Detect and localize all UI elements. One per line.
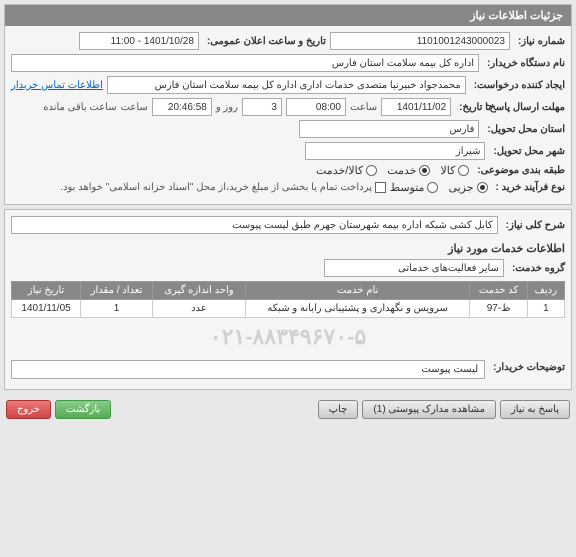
th-5: تاریخ نیاز bbox=[12, 282, 81, 300]
th-1: کد خدمت bbox=[470, 282, 527, 300]
deadline-label1: مهلت ارسال پاسخ: bbox=[495, 102, 565, 113]
category-label: طبقه بندی موضوعی: bbox=[473, 165, 565, 176]
th-2: نام خدمت bbox=[245, 282, 470, 300]
treasury-checkbox-label: پرداخت تمام یا بخشی از مبلغ خرید،از محل … bbox=[60, 182, 372, 193]
row-province: استان محل تحویل: فارس bbox=[11, 120, 565, 138]
description-panel: شرح کلی نیاز: کابل کشی شبکه اداره بیمه ش… bbox=[4, 209, 572, 390]
td-1: ط-97 bbox=[470, 300, 527, 318]
purchase-type-radio-group: جزیی متوسط bbox=[390, 181, 488, 194]
deadline-day-label: روز و bbox=[216, 102, 238, 113]
description-body: شرح کلی نیاز: کابل کشی شبکه اداره بیمه ش… bbox=[5, 210, 571, 389]
exit-button[interactable]: خروج bbox=[6, 400, 51, 419]
radio-icon bbox=[366, 165, 377, 176]
radio-icon bbox=[477, 182, 488, 193]
deadline-time2: 20:46:58 bbox=[152, 98, 212, 116]
button-bar: پاسخ به نیاز مشاهده مدارک پیوستی (1) چاپ… bbox=[0, 394, 576, 425]
row-service-group: گروه خدمت: سایر فعالیت‌های خدماتی bbox=[11, 259, 565, 277]
announce-date-value: 1401/10/28 - 11:00 bbox=[79, 32, 199, 50]
category-radio-group: کالا خدمت کالا/خدمت bbox=[316, 164, 469, 177]
td-3: عدد bbox=[153, 300, 246, 318]
attachments-button[interactable]: مشاهده مدارک پیوستی (1) bbox=[362, 400, 496, 419]
panel-body: شماره نیاز: 1101001243000023 تاریخ و ساع… bbox=[5, 26, 571, 204]
panel-title: جزئیات اطلاعات نیاز bbox=[5, 5, 571, 26]
exit-button-label: خروج bbox=[17, 404, 40, 415]
deadline-remain-label: ساعت باقی مانده bbox=[43, 102, 116, 113]
city-value: شیراز bbox=[305, 142, 485, 160]
buyer-org-label: نام دستگاه خریدار: bbox=[483, 58, 565, 69]
remarks-value: لیست پیوست bbox=[11, 360, 485, 379]
need-no-value: 1101001243000023 bbox=[330, 32, 510, 50]
buyer-org-value: اداره کل بیمه سلامت استان فارس bbox=[11, 54, 479, 72]
radio-icon bbox=[427, 182, 438, 193]
desc-title-value: کابل کشی شبکه اداره بیمه شهرستان جهرم طب… bbox=[11, 216, 498, 234]
category-option-1-label: خدمت bbox=[387, 164, 416, 177]
row-desc-title: شرح کلی نیاز: کابل کشی شبکه اداره بیمه ش… bbox=[11, 216, 565, 234]
row-city: شهر محل تحویل: شیراز bbox=[11, 142, 565, 160]
announce-date-label: تاریخ و ساعت اعلان عمومی: bbox=[203, 36, 326, 47]
table-row: 1 ط-97 سرویس و نگهداری و پشتیبانی رایانه… bbox=[12, 300, 565, 318]
reply-button[interactable]: پاسخ به نیاز bbox=[500, 400, 570, 419]
reply-button-label: پاسخ به نیاز bbox=[511, 404, 559, 415]
td-0: 1 bbox=[527, 300, 564, 318]
requester-value: محمدجواد خبیرنیا متصدی خدمات اداری اداره… bbox=[107, 76, 466, 94]
th-0: ردیف bbox=[527, 282, 564, 300]
radio-icon bbox=[419, 165, 430, 176]
deadline-days: 3 bbox=[242, 98, 282, 116]
category-option-2-label: کالا/خدمت bbox=[316, 164, 363, 177]
category-option-1[interactable]: خدمت bbox=[387, 164, 430, 177]
td-5: 1401/11/05 bbox=[12, 300, 81, 318]
purchase-type-option-1-label: متوسط bbox=[390, 181, 425, 194]
row-buyer-org: نام دستگاه خریدار: اداره کل بیمه سلامت ا… bbox=[11, 54, 565, 72]
print-button-label: چاپ bbox=[329, 404, 348, 415]
checkbox-icon bbox=[375, 182, 386, 193]
purchase-type-option-1[interactable]: متوسط bbox=[390, 181, 439, 194]
deadline-time2-label: ساعت bbox=[121, 102, 148, 113]
purchase-type-option-0[interactable]: جزیی bbox=[448, 181, 487, 194]
remarks-label: توضیحات خریدار: bbox=[489, 362, 565, 373]
back-button[interactable]: بازگشت bbox=[55, 400, 111, 419]
details-panel: جزئیات اطلاعات نیاز شماره نیاز: 11010012… bbox=[4, 4, 572, 205]
th-4: تعداد / مقدار bbox=[81, 282, 153, 300]
back-button-label: بازگشت bbox=[66, 404, 100, 415]
province-value: فارس bbox=[299, 120, 479, 138]
category-option-0-label: کالا bbox=[440, 164, 455, 177]
print-button[interactable]: چاپ bbox=[318, 400, 359, 419]
row-requester: ایجاد کننده درخواست: محمدجواد خبیرنیا مت… bbox=[11, 76, 565, 94]
service-group-value: سایر فعالیت‌های خدماتی bbox=[324, 259, 504, 277]
category-option-0[interactable]: کالا bbox=[440, 164, 469, 177]
treasury-checkbox[interactable]: پرداخت تمام یا بخشی از مبلغ خرید،از محل … bbox=[60, 182, 386, 193]
purchase-type-option-0-label: جزیی bbox=[448, 181, 473, 194]
province-label: استان محل تحویل: bbox=[483, 124, 565, 135]
requester-label: ایجاد کننده درخواست: bbox=[470, 80, 565, 91]
row-category: طبقه بندی موضوعی: کالا خدمت کالا/خدمت bbox=[11, 164, 565, 177]
th-3: واحد اندازه گیری bbox=[153, 282, 246, 300]
td-4: 1 bbox=[81, 300, 153, 318]
deadline-date: 1401/11/02 bbox=[381, 98, 451, 116]
watermark-phone: ۰۲۱-۸۸۳۴۹۶۷۰-۵ bbox=[11, 318, 565, 356]
deadline-time-label: ساعت bbox=[350, 102, 377, 113]
category-option-2[interactable]: کالا/خدمت bbox=[316, 164, 377, 177]
row-deadline: مهلت ارسال پاسخ: تا تاریخ: 1401/11/02 سا… bbox=[11, 98, 565, 116]
attachments-button-label: مشاهده مدارک پیوستی (1) bbox=[373, 404, 485, 415]
td-2: سرویس و نگهداری و پشتیبانی رایانه و شبکه bbox=[245, 300, 470, 318]
row-purchase-type: نوع فرآیند خرید : جزیی متوسط پرداخت تمام… bbox=[11, 181, 565, 194]
deadline-label2: تا تاریخ: bbox=[455, 102, 491, 113]
row-need-no: شماره نیاز: 1101001243000023 تاریخ و ساع… bbox=[11, 32, 565, 50]
row-remarks: توضیحات خریدار: لیست پیوست bbox=[11, 356, 565, 379]
need-no-label: شماره نیاز: bbox=[514, 36, 565, 47]
city-label: شهر محل تحویل: bbox=[489, 146, 565, 157]
purchase-type-label: نوع فرآیند خرید : bbox=[492, 182, 565, 193]
service-group-label: گروه خدمت: bbox=[508, 263, 565, 274]
services-table: ردیف کد خدمت نام خدمت واحد اندازه گیری ت… bbox=[11, 281, 565, 318]
services-info-header: اطلاعات خدمات مورد نیاز bbox=[11, 238, 565, 259]
deadline-time: 08:00 bbox=[286, 98, 346, 116]
radio-icon bbox=[458, 165, 469, 176]
table-header-row: ردیف کد خدمت نام خدمت واحد اندازه گیری ت… bbox=[12, 282, 565, 300]
desc-title-label: شرح کلی نیاز: bbox=[502, 220, 565, 231]
contact-link[interactable]: اطلاعات تماس خریدار bbox=[11, 80, 103, 91]
